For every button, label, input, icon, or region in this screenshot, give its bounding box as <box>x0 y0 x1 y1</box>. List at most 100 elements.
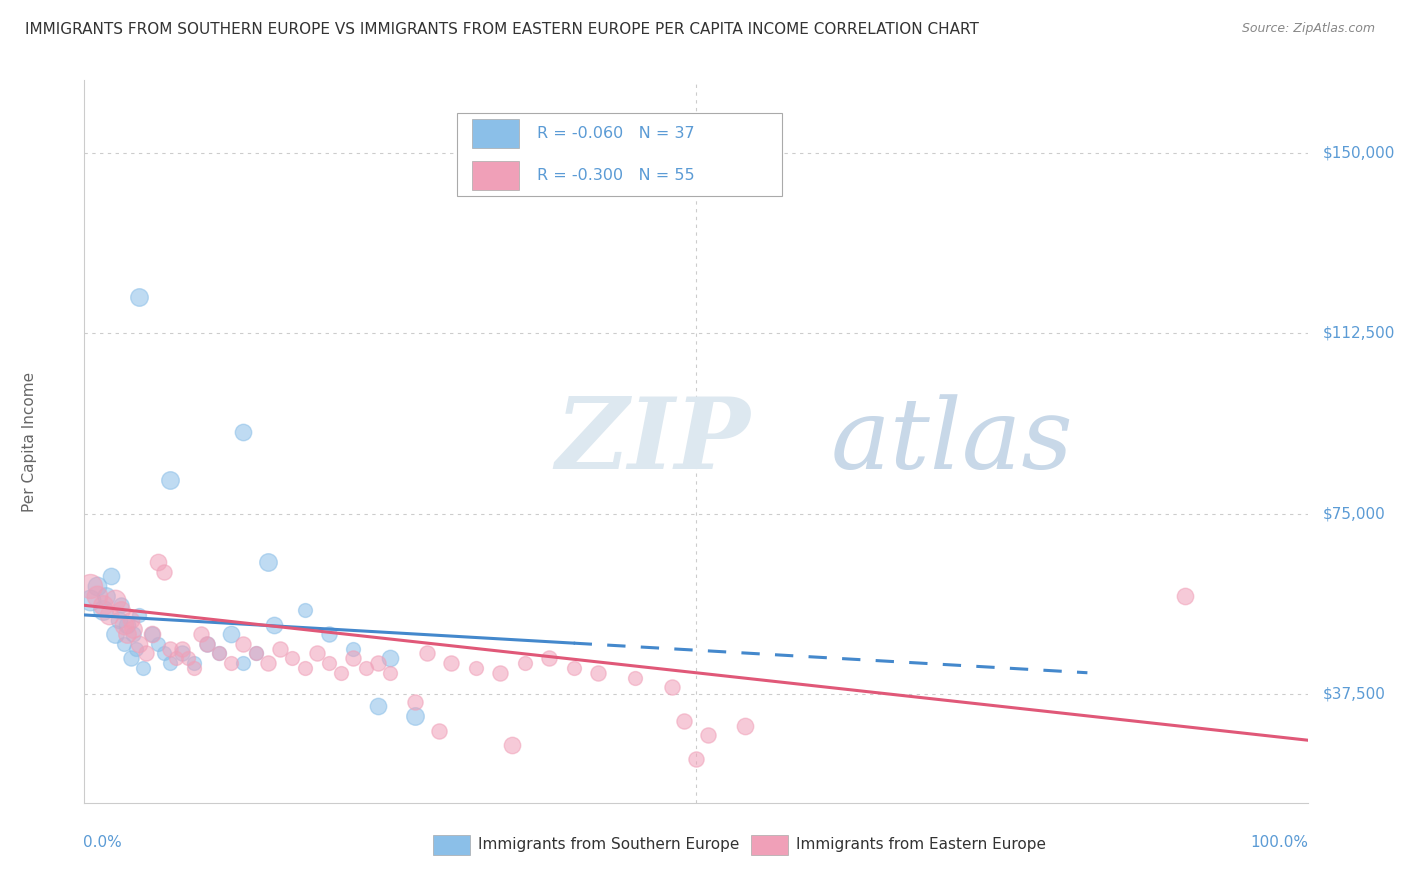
Point <box>538 651 561 665</box>
Point <box>257 555 280 569</box>
Point <box>427 723 450 738</box>
Point <box>190 627 212 641</box>
Point <box>562 661 585 675</box>
Point <box>380 665 402 680</box>
Bar <box>751 835 787 855</box>
Point <box>1174 589 1197 603</box>
Point <box>120 613 142 627</box>
Point <box>219 627 242 641</box>
Point <box>440 656 463 670</box>
FancyBboxPatch shape <box>457 112 782 196</box>
Point <box>464 661 486 675</box>
Point <box>122 627 145 641</box>
Point <box>115 617 138 632</box>
Point <box>367 656 389 670</box>
Point <box>91 603 114 617</box>
Point <box>159 641 181 656</box>
Point <box>159 473 181 487</box>
Point <box>232 425 254 439</box>
Point <box>79 593 101 607</box>
Point <box>135 647 157 661</box>
Point <box>330 665 353 680</box>
Point <box>318 627 340 641</box>
Point <box>183 656 205 670</box>
Text: Immigrants from Southern Europe: Immigrants from Southern Europe <box>478 838 740 852</box>
Point <box>115 627 138 641</box>
Text: Source: ZipAtlas.com: Source: ZipAtlas.com <box>1241 22 1375 36</box>
Point <box>624 671 647 685</box>
Point <box>294 603 316 617</box>
Point <box>146 637 169 651</box>
Point <box>159 656 181 670</box>
Point <box>132 661 155 675</box>
Text: $150,000: $150,000 <box>1322 145 1395 160</box>
Point <box>172 647 194 661</box>
Point <box>97 607 120 622</box>
Point <box>269 641 291 656</box>
Point <box>489 665 512 680</box>
Point <box>257 656 280 670</box>
Point <box>697 728 720 742</box>
Point <box>232 637 254 651</box>
Point <box>416 647 439 661</box>
Point <box>367 699 389 714</box>
Text: Immigrants from Eastern Europe: Immigrants from Eastern Europe <box>796 838 1046 852</box>
Point <box>342 641 364 656</box>
Text: $37,500: $37,500 <box>1322 687 1385 702</box>
Text: IMMIGRANTS FROM SOUTHERN EUROPE VS IMMIGRANTS FROM EASTERN EUROPE PER CAPITA INC: IMMIGRANTS FROM SOUTHERN EUROPE VS IMMIG… <box>25 22 979 37</box>
Point <box>195 637 218 651</box>
Point <box>128 607 150 622</box>
Point <box>96 589 118 603</box>
Point <box>120 651 142 665</box>
Point <box>245 647 267 661</box>
Point <box>245 647 267 661</box>
Point <box>86 589 108 603</box>
Point <box>208 647 231 661</box>
Point <box>125 641 148 656</box>
Point <box>404 709 426 723</box>
Point <box>177 651 200 665</box>
Point <box>141 627 163 641</box>
Point <box>153 647 176 661</box>
Point <box>172 641 194 656</box>
Point <box>219 656 242 670</box>
Point <box>112 617 135 632</box>
Point <box>112 637 135 651</box>
Point <box>91 599 114 613</box>
Point <box>305 647 328 661</box>
Point <box>318 656 340 670</box>
Point <box>110 603 132 617</box>
Text: $112,500: $112,500 <box>1322 326 1395 341</box>
Point <box>86 579 108 593</box>
Bar <box>433 835 470 855</box>
Point <box>107 613 129 627</box>
Point <box>141 627 163 641</box>
Text: 100.0%: 100.0% <box>1251 835 1309 850</box>
Point <box>294 661 316 675</box>
Text: Per Capita Income: Per Capita Income <box>22 371 37 512</box>
Point <box>128 290 150 304</box>
Bar <box>472 120 519 148</box>
Point <box>165 651 187 665</box>
Point <box>104 593 127 607</box>
Point <box>281 651 304 665</box>
Text: R = -0.060   N = 37: R = -0.060 N = 37 <box>537 126 695 141</box>
Point <box>183 661 205 675</box>
Point <box>380 651 402 665</box>
Bar <box>472 161 519 190</box>
Point <box>100 569 122 583</box>
Point <box>404 695 426 709</box>
Point <box>263 617 285 632</box>
Text: R = -0.300   N = 55: R = -0.300 N = 55 <box>537 168 695 183</box>
Text: 0.0%: 0.0% <box>83 835 122 850</box>
Point <box>195 637 218 651</box>
Point <box>685 752 707 766</box>
Point <box>104 627 127 641</box>
Point <box>586 665 609 680</box>
Point <box>734 719 756 733</box>
Point <box>122 623 145 637</box>
Point <box>672 714 695 728</box>
Point <box>502 738 524 752</box>
Point <box>661 680 683 694</box>
Point <box>79 579 101 593</box>
